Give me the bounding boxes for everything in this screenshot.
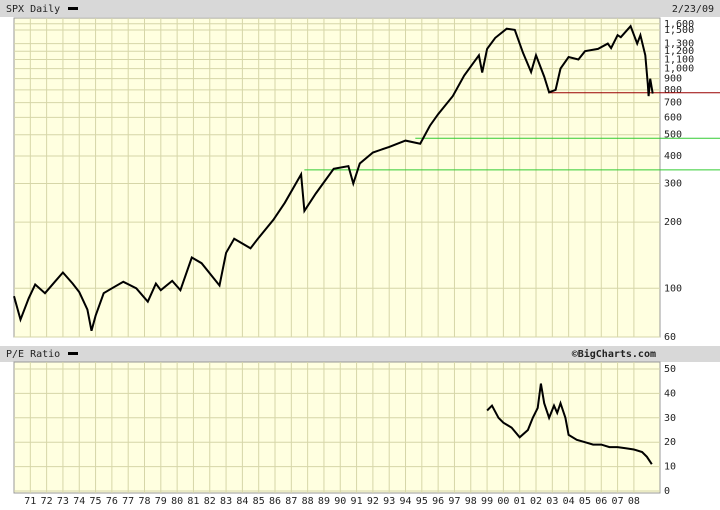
x-tick-label: 86: [269, 496, 281, 507]
x-tick-label: 82: [204, 496, 216, 507]
y-tick-label: 0: [664, 486, 670, 497]
header-bar: [0, 0, 720, 17]
x-tick-label: 80: [171, 496, 183, 507]
y-tick-label: 30: [664, 413, 676, 424]
y-tick-label: 300: [664, 178, 682, 189]
legend-swatch: [68, 352, 78, 355]
y-tick-label: 1,000: [664, 64, 694, 75]
x-tick-label: 95: [416, 496, 428, 507]
x-tick-label: 00: [497, 496, 509, 507]
y-tick-label: 60: [664, 332, 676, 343]
x-tick-label: 94: [399, 496, 411, 507]
x-tick-label: 78: [138, 496, 150, 507]
data-line: [13, 24, 654, 332]
x-tick-label: 76: [106, 496, 118, 507]
y-tick-label: 1,100: [664, 55, 694, 66]
x-tick-label: 01: [514, 496, 526, 507]
y-tick-label: 1,500: [664, 25, 694, 36]
x-tick-label: 89: [318, 496, 330, 507]
header-bar: [0, 346, 720, 362]
y-tick-label: 400: [664, 151, 682, 162]
y-tick-label: 900: [664, 74, 682, 85]
x-tick-label: 92: [367, 496, 379, 507]
x-tick-label: 99: [481, 496, 493, 507]
y-tick-label: 20: [664, 437, 676, 448]
x-tick-label: 84: [236, 496, 248, 507]
y-tick-label: 600: [664, 112, 682, 123]
x-tick-label: 02: [530, 496, 542, 507]
source-label: ©BigCharts.com: [572, 348, 656, 360]
x-tick-label: 83: [220, 496, 232, 507]
x-tick-label: 74: [73, 496, 85, 507]
x-tick-label: 85: [253, 496, 265, 507]
y-tick-label: 10: [664, 462, 676, 473]
x-tick-label: 72: [41, 496, 53, 507]
y-tick-label: 500: [664, 130, 682, 141]
x-tick-label: 08: [628, 496, 640, 507]
y-tick-label: 1,200: [664, 46, 694, 57]
y-tick-label: 200: [664, 217, 682, 228]
x-tick-label: 03: [546, 496, 558, 507]
x-tick-label: 91: [351, 496, 363, 507]
x-tick-label: 07: [612, 496, 624, 507]
y-tick-label: 40: [664, 388, 676, 399]
x-tick-label: 88: [302, 496, 314, 507]
y-tick-label: 50: [664, 364, 676, 375]
x-tick-label: 04: [563, 496, 575, 507]
y-tick-label: 1,300: [664, 39, 694, 50]
x-tick-label: 71: [24, 496, 36, 507]
x-tick-label: 81: [187, 496, 199, 507]
y-tick-label: 1,600: [664, 19, 694, 30]
x-tick-label: 05: [579, 496, 591, 507]
x-tick-label: 79: [155, 496, 167, 507]
date-label: 2/23/09: [672, 4, 714, 15]
x-tick-label: 97: [448, 496, 460, 507]
x-tick-label: 06: [595, 496, 607, 507]
x-tick-label: 96: [432, 496, 444, 507]
y-tick-label: 800: [664, 85, 682, 96]
x-tick-label: 77: [122, 496, 134, 507]
data-line: [486, 383, 653, 465]
x-tick-label: 98: [465, 496, 477, 507]
x-tick-label: 75: [90, 496, 102, 507]
chart-title: P/E Ratio: [6, 349, 60, 360]
legend-swatch: [68, 7, 78, 10]
x-tick-label: 87: [285, 496, 297, 507]
plot-area: [13, 361, 661, 494]
x-tick-label: 90: [334, 496, 346, 507]
x-tick-label: 73: [57, 496, 69, 507]
x-tick-label: 93: [383, 496, 395, 507]
chart-title: SPX Daily: [6, 4, 60, 15]
y-tick-label: 100: [664, 283, 682, 294]
y-tick-label: 700: [664, 98, 682, 109]
